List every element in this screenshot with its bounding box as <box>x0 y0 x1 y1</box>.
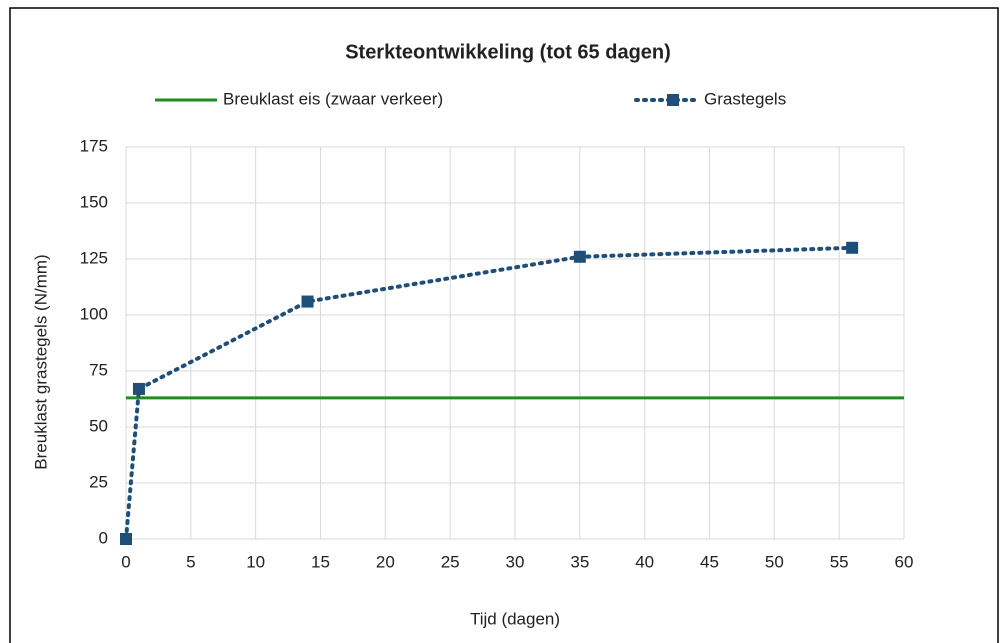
x-tick-label: 10 <box>246 552 265 571</box>
series-line <box>124 245 855 541</box>
x-tick-label: 0 <box>121 552 130 571</box>
x-tick-label: 20 <box>376 552 395 571</box>
x-tick-label: 55 <box>830 552 849 571</box>
x-tick-label: 40 <box>635 552 654 571</box>
marker <box>132 382 145 395</box>
y-tick-label: 100 <box>80 304 108 323</box>
chart-frame <box>9 7 999 643</box>
x-tick-label: 25 <box>441 552 460 571</box>
x-tick-label: 5 <box>186 552 195 571</box>
legend-marker <box>667 94 679 106</box>
x-tick-label: 60 <box>895 552 914 571</box>
x-tick-label: 30 <box>506 552 525 571</box>
x-axis-label: Tijd (dagen) <box>470 609 560 628</box>
y-tick-label: 175 <box>80 136 108 155</box>
x-tick-label: 50 <box>765 552 784 571</box>
legend-label: Grastegels <box>704 89 786 108</box>
x-tick-label: 35 <box>570 552 589 571</box>
marker <box>120 533 132 545</box>
y-tick-label: 50 <box>89 416 108 435</box>
legend-label: Breuklast eis (zwaar verkeer) <box>223 89 443 108</box>
y-axis-label: Breuklast grastegels (N/mm) <box>31 254 50 469</box>
x-tick-label: 45 <box>700 552 719 571</box>
chart-title: Sterkteontwikkeling (tot 65 dagen) <box>345 41 671 63</box>
y-tick-label: 150 <box>80 192 108 211</box>
y-tick-label: 0 <box>99 528 108 547</box>
marker <box>301 295 314 308</box>
y-tick-label: 125 <box>80 248 108 267</box>
x-tick-label: 15 <box>311 552 330 571</box>
y-tick-label: 75 <box>89 360 108 379</box>
y-tick-label: 25 <box>89 472 108 491</box>
marker <box>573 250 586 263</box>
marker <box>846 241 859 254</box>
